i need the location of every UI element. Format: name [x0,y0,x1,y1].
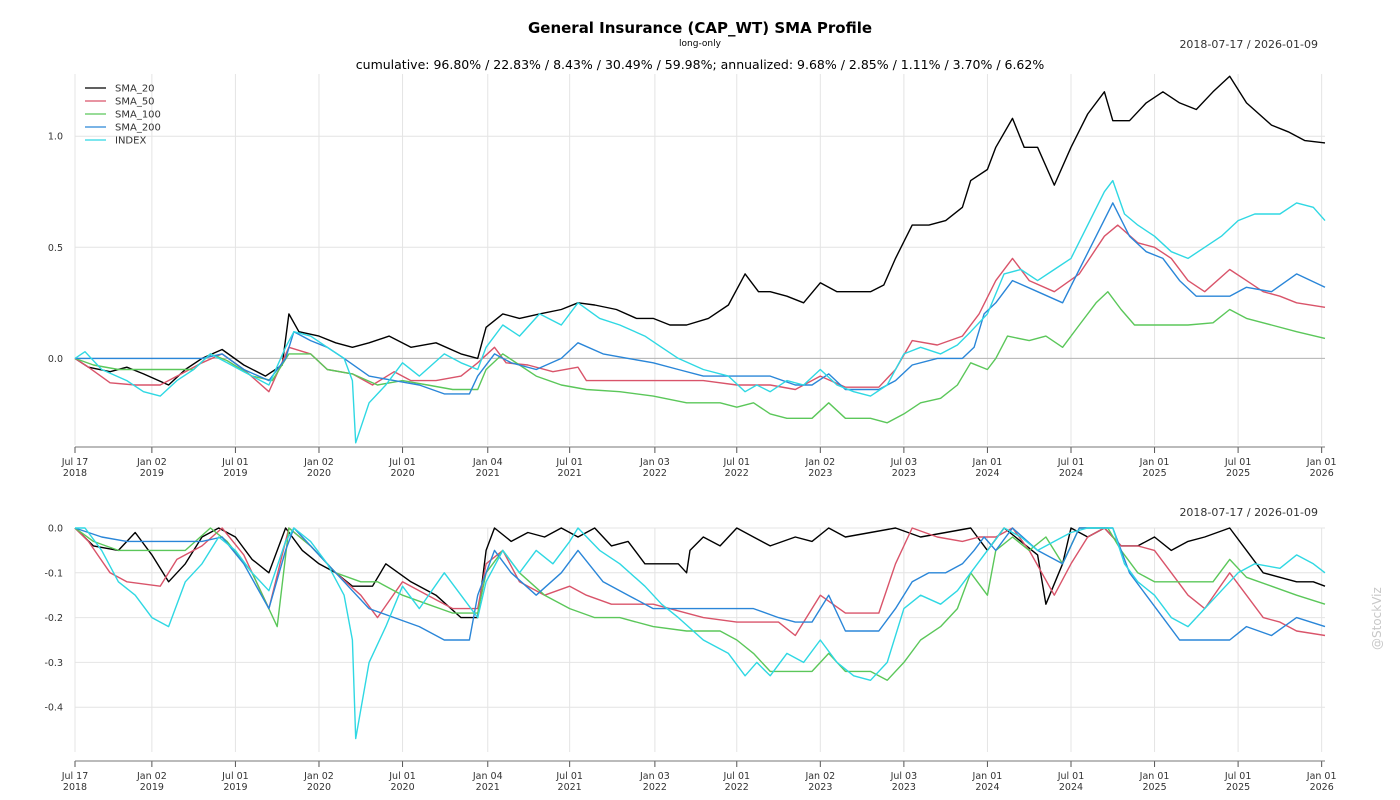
top-y-tick-label: 1.0 [48,132,63,143]
top-x-tick-label: Jan 01 [972,457,1003,468]
legend-label-sma-100: SMA_100 [115,110,161,121]
legend-label-sma-50: SMA_50 [115,97,155,108]
bottom-x-tick-label: Jan 01 [972,771,1003,782]
top-x-tick-year: 2024 [1059,468,1083,479]
bottom-x-tick-label: Jul 01 [1057,771,1085,782]
bottom-x-tick-label: Jul 01 [722,771,750,782]
top-x-tick-year: 2018 [63,468,87,479]
top-x-tick-label: Jul 01 [722,457,750,468]
bottom-x-tick-label: Jul 03 [890,771,918,782]
top-y-tick-label: 0.0 [48,354,63,365]
bottom-x-tick-year: 2026 [1310,782,1334,793]
legend-label-index: INDEX [115,136,146,147]
top-x-tick-label: Jul 01 [555,457,583,468]
top-x-tick-year: 2022 [725,468,749,479]
bottom-x-tick-label: Jan 02 [804,771,835,782]
top-x-tick-label: Jan 03 [639,457,670,468]
bottom-x-tick-label: Jul 01 [555,771,583,782]
bottom-x-tick-year: 2019 [140,782,164,793]
bottom-x-tick-label: Jan 02 [303,771,334,782]
top-x-tick-year: 2023 [808,468,832,479]
top-x-tick-label: Jul 03 [890,457,918,468]
bottom-y-tick-label: -0.1 [44,568,63,579]
bottom-series-index [75,527,1326,740]
bottom-x-tick-label: Jan 01 [1139,771,1170,782]
chart-title: General Insurance (CAP_WT) SMA Profile [527,19,873,37]
bottom-series-sma-50 [74,527,1326,637]
bottom-x-tick-label: Jul 01 [221,771,249,782]
top-x-tick-label: Jan 02 [136,457,167,468]
bottom-x-tick-label: Jan 04 [472,771,503,782]
top-x-tick-year: 2022 [643,468,667,479]
chart-subtitle: long-only [679,39,721,49]
top-series-sma-20 [74,75,1326,386]
bottom-y-tick-label: -0.2 [44,613,63,624]
top-x-tick-label: Jul 01 [388,457,416,468]
top-x-tick-year: 2024 [975,468,999,479]
top-series-sma-100 [74,291,1326,424]
top-x-tick-label: Jan 01 [1139,457,1170,468]
bottom-y-tick-label: -0.4 [44,703,63,714]
bottom-y-tick-label: 0.0 [48,524,63,535]
bottom-x-tick-year: 2023 [808,782,832,793]
bottom-x-tick-label: Jan 02 [136,771,167,782]
bottom-x-tick-year: 2021 [558,782,582,793]
top-x-tick-label: Jul 17 [61,457,89,468]
top-y-tick-label: 0.5 [48,243,63,254]
bottom-x-tick-label: Jan 03 [639,771,670,782]
bottom-x-tick-year: 2025 [1226,782,1250,793]
top-x-tick-year: 2019 [223,468,247,479]
bottom-x-tick-label: Jan 01 [1306,771,1337,782]
top-series-index [74,179,1326,444]
bottom-series-sma-100 [74,527,1326,681]
bottom-y-tick-label: -0.3 [44,658,63,669]
top-series-sma-50 [74,224,1326,393]
bottom-x-tick-year: 2021 [476,782,500,793]
top-x-tick-year: 2026 [1310,468,1334,479]
top-x-tick-label: Jan 02 [303,457,334,468]
date-range-bottom: 2018-07-17 / 2026-01-09 [1179,506,1318,519]
top-x-tick-year: 2023 [892,468,916,479]
legend-label-sma-200: SMA_200 [115,123,161,134]
top-x-tick-label: Jan 01 [1306,457,1337,468]
top-x-tick-year: 2025 [1142,468,1166,479]
top-x-tick-year: 2021 [558,468,582,479]
top-x-tick-label: Jul 01 [1057,457,1085,468]
top-x-tick-label: Jan 02 [804,457,835,468]
top-x-tick-label: Jul 01 [1224,457,1252,468]
top-x-tick-year: 2021 [476,468,500,479]
bottom-x-tick-year: 2024 [1059,782,1083,793]
bottom-x-tick-label: Jul 01 [388,771,416,782]
bottom-x-tick-year: 2022 [643,782,667,793]
date-range-top: 2018-07-17 / 2026-01-09 [1179,38,1318,51]
bottom-x-tick-year: 2020 [390,782,414,793]
top-x-tick-year: 2019 [140,468,164,479]
bottom-x-tick-year: 2025 [1142,782,1166,793]
bottom-x-tick-year: 2023 [892,782,916,793]
legend-label-sma-20: SMA_20 [115,84,155,95]
bottom-x-tick-year: 2018 [63,782,87,793]
returns-stats: cumulative: 96.80% / 22.83% / 8.43% / 30… [355,57,1045,72]
bottom-x-tick-year: 2024 [975,782,999,793]
top-x-tick-year: 2020 [390,468,414,479]
bottom-x-tick-label: Jul 01 [1224,771,1252,782]
bottom-x-tick-year: 2019 [223,782,247,793]
top-x-tick-label: Jul 01 [221,457,249,468]
bottom-x-tick-label: Jul 17 [61,771,89,782]
top-x-tick-year: 2020 [307,468,331,479]
bottom-x-tick-year: 2022 [725,782,749,793]
bottom-x-tick-year: 2020 [307,782,331,793]
top-x-tick-year: 2025 [1226,468,1250,479]
top-series-sma-200 [75,202,1326,395]
top-x-tick-label: Jan 04 [472,457,503,468]
